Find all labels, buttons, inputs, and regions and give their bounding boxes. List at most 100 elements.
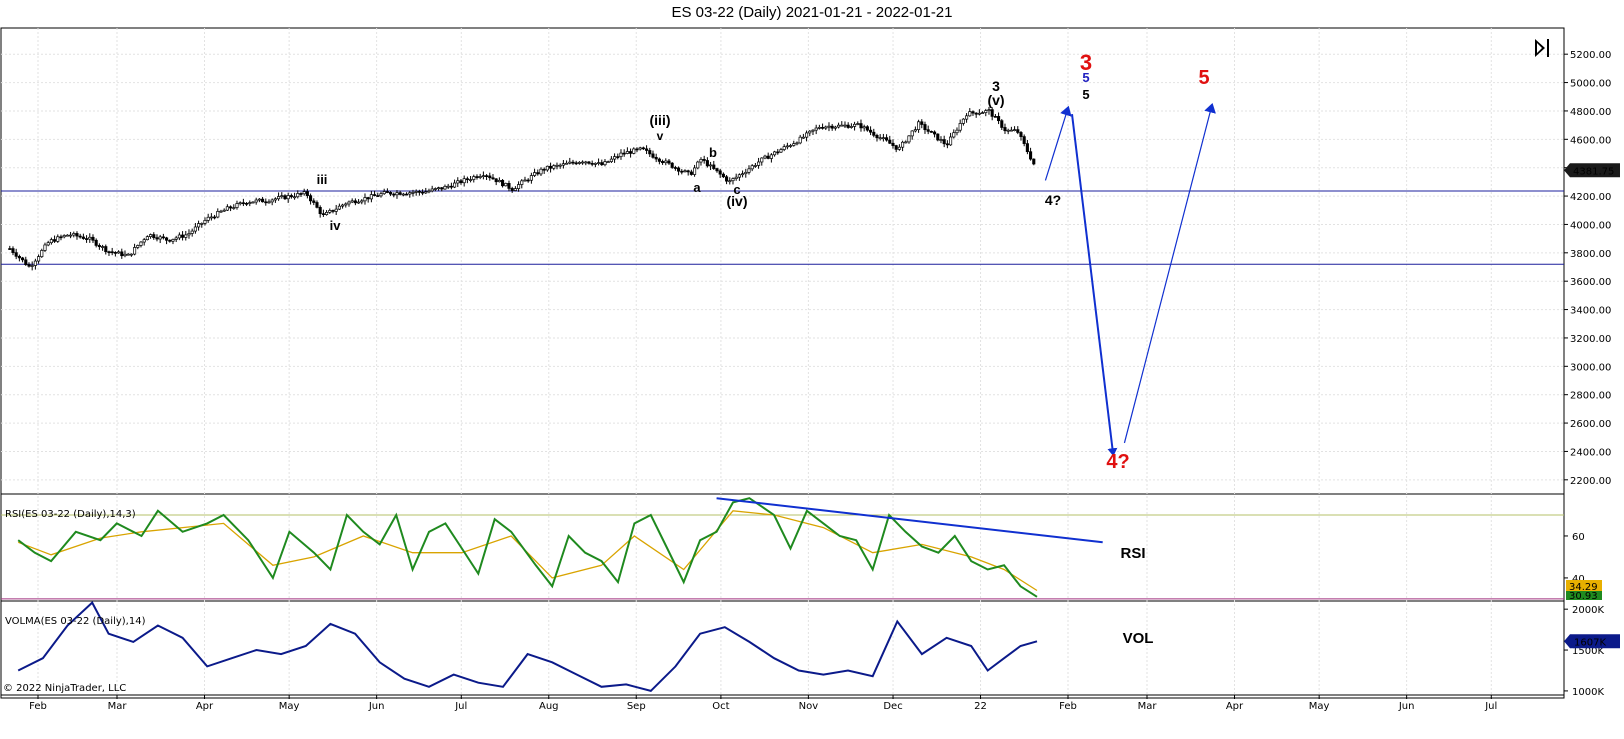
candle [501,180,505,187]
rsi-trendline [716,497,1103,544]
candle [817,127,821,129]
rsi-tag-bottom-value: 30.93 [1569,591,1598,602]
candle [376,195,380,197]
candle [571,161,575,164]
candle [865,126,869,131]
candle [69,234,73,237]
candle [440,187,444,190]
candle [414,191,418,193]
rsi-big-label: RSI [1120,545,1145,562]
candle [971,111,975,114]
candle [171,239,175,242]
candle [510,188,514,191]
candle [625,151,629,154]
candle [744,171,748,175]
wave-label: a [693,180,701,195]
candle [961,118,965,124]
rsi-tick-label: 60 [1572,532,1585,543]
candle [811,129,815,132]
candle [85,238,89,240]
candle [408,192,412,195]
candle [65,234,69,237]
candle [533,172,537,176]
candle [155,237,159,240]
candle [465,178,469,181]
candle [529,175,533,181]
vol-tick-label: 1500K [1572,646,1604,657]
candle [680,170,684,173]
candle [504,183,508,187]
candle [1009,129,1013,132]
candle [184,234,188,238]
candle [14,252,18,257]
candle [673,167,677,169]
candle [395,192,399,196]
candle [113,252,117,254]
candle [737,174,741,178]
candle [869,129,873,133]
candle [11,248,15,253]
candle [725,176,729,182]
scroll-icon-bar [1547,39,1549,57]
candle [245,202,249,205]
candle [830,125,834,129]
vol-last-tag [1564,634,1620,649]
y-tick-label: 3200.00 [1570,334,1611,345]
candle [56,236,60,242]
candle [699,159,703,163]
candle [373,194,377,196]
candle [526,179,530,182]
candle [536,172,540,175]
candle [763,155,767,159]
candle [856,123,860,125]
candle [574,162,578,165]
candle [993,116,997,118]
vol-big-label: VOL [1123,630,1154,647]
candle [462,178,466,184]
candle [731,178,735,182]
x-tick-label: Mar [1138,701,1158,712]
candle [318,207,322,215]
candle [945,143,949,146]
x-tick-label: Sep [627,701,646,712]
candle [824,126,828,129]
candle [747,168,751,173]
candle [139,241,143,246]
candle [453,182,457,188]
candle [478,176,482,178]
candle [398,192,402,195]
candle [421,191,425,194]
candle [283,195,287,200]
candle [46,242,50,246]
candle [59,236,63,239]
candle [741,173,745,176]
candle [446,185,450,188]
candle [888,139,892,144]
candle [977,112,981,115]
candle [881,137,885,140]
candle [315,202,319,208]
candle [379,193,383,197]
vol-panel-label: VOLMA(ES 03-22 (Daily),14) [5,616,146,627]
candle [798,136,802,144]
candle [392,193,396,196]
candle [632,148,636,154]
candle [584,161,588,164]
candle [616,156,620,158]
candle [341,204,345,207]
wave-label: iv [330,218,342,233]
candle [629,151,633,154]
scroll-to-end-icon[interactable] [1535,39,1549,57]
candle [110,251,114,254]
x-tick-label: Apr [1226,701,1244,712]
candle [302,191,306,195]
candle [481,175,485,177]
candle [251,201,255,204]
candle [587,161,591,164]
candle [821,127,825,129]
candle [689,171,693,175]
candle [286,195,290,200]
wave-label: v [657,129,664,143]
candle [366,197,370,200]
